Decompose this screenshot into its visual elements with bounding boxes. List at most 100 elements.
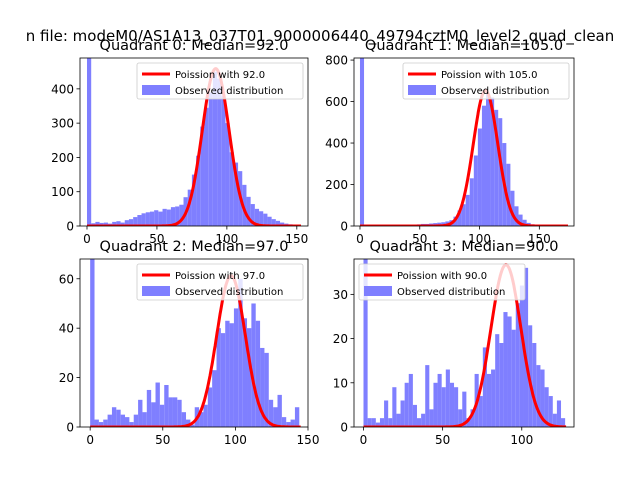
histogram-bar: [190, 424, 195, 427]
histogram-bar: [133, 217, 138, 226]
x-tick-label: 50: [412, 232, 427, 246]
histogram-bar: [449, 382, 455, 427]
histogram-bar: [441, 222, 446, 226]
figure-suptitle: n file: modeM0/AS1A13_037T01_9000006440_…: [26, 27, 615, 46]
histogram-bar: [217, 78, 222, 226]
x-tick-label: 100: [224, 433, 247, 447]
histogram-bar: [518, 214, 523, 226]
histogram-bar: [510, 190, 515, 226]
y-tick-label: 100: [51, 185, 74, 199]
histogram-bar: [482, 347, 487, 427]
y-tick-label: 40: [59, 322, 74, 336]
histogram-bar: [103, 419, 108, 427]
y-tick-label: 300: [51, 117, 74, 131]
histogram-bar: [498, 118, 503, 226]
x-tick-label: 0: [86, 433, 94, 447]
legend-box: [358, 263, 526, 301]
x-tick-label: 50: [149, 232, 164, 246]
y-tick-label: 20: [333, 332, 348, 346]
histogram-bar: [98, 422, 104, 427]
histogram-bar: [137, 215, 142, 226]
histogram-bar: [204, 107, 209, 226]
histogram-bar: [120, 414, 126, 427]
y-tick-label: 0: [66, 220, 74, 234]
x-tick-label: 150: [528, 232, 551, 246]
histogram-bar: [277, 394, 282, 427]
quadrant-0-title: Quadrant 0: Median=92.0: [100, 38, 289, 54]
histogram-bar: [544, 387, 549, 427]
histogram-bar: [221, 95, 226, 226]
histogram-bar: [371, 418, 376, 427]
histogram-bar: [196, 155, 201, 226]
quadrant-2-title: Quadrant 2: Median=97.0: [100, 239, 289, 255]
histogram-bar: [186, 419, 191, 427]
histogram-bar: [212, 370, 217, 427]
quadrant-2-chart: 0 50 100 150 0 20 40 60 Quadrant 2: Median=97.0 P…: [59, 239, 320, 447]
histogram-bar: [191, 174, 197, 226]
quadrant-3-axes-frame: [353, 258, 575, 428]
histogram-bar: [462, 391, 467, 427]
histogram-bar: [141, 213, 146, 226]
histogram-bar: [216, 328, 221, 427]
histogram-bar: [494, 109, 499, 226]
y-tick-label: 0: [66, 421, 74, 435]
histogram-bar: [159, 404, 165, 427]
histogram-bar: [454, 387, 459, 427]
histogram-bar: [367, 418, 372, 427]
quadrant-0-chart: 0 50 100 150 0 100 200 300 400 Quadrant 0: Median…: [51, 38, 309, 246]
y-tick-label: 400: [325, 137, 348, 151]
x-tick-label: 100: [510, 433, 533, 447]
histogram-bar: [264, 352, 269, 427]
histogram-bar: [116, 409, 121, 427]
histogram-bar: [170, 207, 176, 226]
histogram-bar: [200, 126, 205, 226]
histogram-bar: [470, 409, 475, 427]
y-tick-label: 10: [333, 376, 348, 390]
histogram-bar: [461, 204, 466, 226]
histogram-bar: [129, 422, 134, 427]
histogram-bar: [275, 220, 281, 226]
histogram-bar: [478, 396, 483, 427]
x-tick-label: 0: [356, 232, 364, 246]
histogram-bar: [379, 418, 385, 427]
histogram-bar: [208, 92, 213, 226]
y-tick-label: 400: [51, 82, 74, 96]
x-tick-label: 100: [468, 232, 491, 246]
histogram-bar: [247, 328, 252, 427]
histogram-bar: [177, 399, 182, 427]
legend-bar-swatch: [364, 286, 392, 296]
legend-bar-label: Observed distribution: [441, 86, 549, 97]
y-tick-label: 60: [59, 272, 74, 286]
histogram-bar: [523, 267, 529, 427]
histogram-bar: [268, 399, 274, 427]
histogram-bar: [441, 387, 446, 427]
y-tick-label: 0: [340, 220, 348, 234]
histogram-bar: [229, 323, 234, 427]
histogram-bar: [220, 333, 226, 427]
histogram-bar: [481, 105, 486, 226]
histogram-bar: [86, 58, 92, 226]
histogram-bar: [511, 329, 516, 427]
histogram-bar: [164, 385, 169, 427]
histogram-bar: [111, 407, 117, 427]
histogram-bar: [124, 220, 129, 226]
histogram-bar: [158, 211, 163, 226]
quadrant-1-axes-frame: [353, 57, 575, 227]
histogram-bar: [166, 209, 171, 226]
histogram-bar: [172, 397, 178, 427]
legend-bar-swatch: [408, 85, 436, 95]
quadrant-3-plot-area: [362, 259, 567, 427]
histogram-bar: [120, 222, 125, 226]
histogram-bar: [251, 303, 256, 427]
histogram-bar: [416, 418, 422, 427]
histogram-bar: [259, 211, 264, 226]
histogram-bar: [536, 365, 541, 427]
histogram-bar: [469, 178, 474, 226]
histogram-bar: [548, 396, 553, 427]
legend-bar-label: Observed distribution: [175, 86, 283, 97]
quadrant-1-legend: Poission with 105.0 Observed distribution: [402, 62, 570, 100]
histogram-bar: [263, 213, 268, 226]
quadrant-2-plot-area: [89, 259, 302, 427]
histogram-bar: [507, 316, 512, 427]
